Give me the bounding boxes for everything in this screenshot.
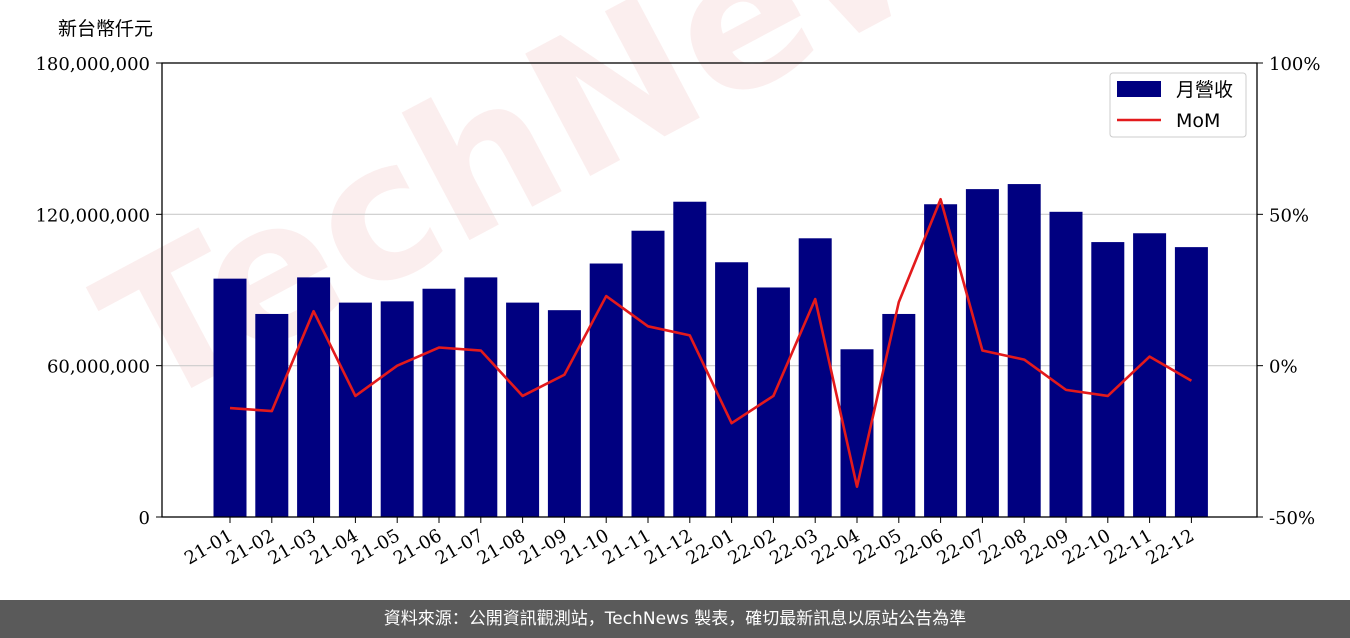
- left-tick-label-0: 0: [139, 508, 150, 529]
- bar-21-10: [589, 263, 623, 517]
- bar-21-01: [213, 278, 247, 517]
- legend-label-bar: 月營收: [1176, 79, 1233, 101]
- plot-frame: [161, 62, 1258, 518]
- bar-22-08: [1007, 184, 1041, 518]
- bar-22-12: [1174, 247, 1208, 517]
- bar-21-06: [422, 288, 456, 517]
- bar-22-06: [924, 204, 958, 517]
- bar-21-02: [255, 313, 289, 517]
- bar-21-04: [338, 302, 372, 517]
- right-tick-label-3: 100%: [1269, 54, 1320, 75]
- legend-swatch-bar: [1117, 81, 1161, 97]
- bar-21-11: [631, 230, 665, 517]
- legend: 月營收 MoM: [1109, 72, 1247, 138]
- mom-line-series: [229, 197, 1193, 489]
- bar-series: [213, 184, 1208, 518]
- bar-22-10: [1091, 242, 1125, 518]
- bar-22-03: [798, 238, 832, 518]
- right-tick-label-0: -50%: [1269, 508, 1315, 529]
- right-tick-label-2: 50%: [1269, 205, 1309, 226]
- bar-21-08: [506, 302, 540, 517]
- bar-21-03: [297, 277, 331, 517]
- bar-22-11: [1133, 233, 1167, 517]
- right-tick-label-1: 0%: [1269, 357, 1298, 378]
- bar-22-09: [1049, 211, 1083, 518]
- left-tick-label-1: 60,000,000: [47, 357, 150, 378]
- bar-21-05: [380, 301, 414, 517]
- left-tick-label-2: 120,000,000: [35, 205, 150, 226]
- bar-22-05: [882, 313, 916, 517]
- bar-22-01: [715, 262, 749, 517]
- bar-21-07: [464, 277, 498, 517]
- mom-line: [229, 197, 1193, 489]
- left-tick-label-3: 180,000,000: [35, 54, 150, 75]
- footer-source-note: 資料來源：公開資訊觀測站，TechNews 製表，確切最新訊息以原站公告為準: [0, 600, 1350, 638]
- bar-21-09: [547, 310, 581, 517]
- chart-svg: TechNews 060,000,000120,000,000180,000,0…: [35, 0, 1320, 569]
- legend-label-line: MoM: [1176, 110, 1220, 132]
- y-axis-unit-label: 新台幣仟元: [58, 18, 154, 40]
- x-tick-label-22-12: 22-12: [1142, 525, 1197, 569]
